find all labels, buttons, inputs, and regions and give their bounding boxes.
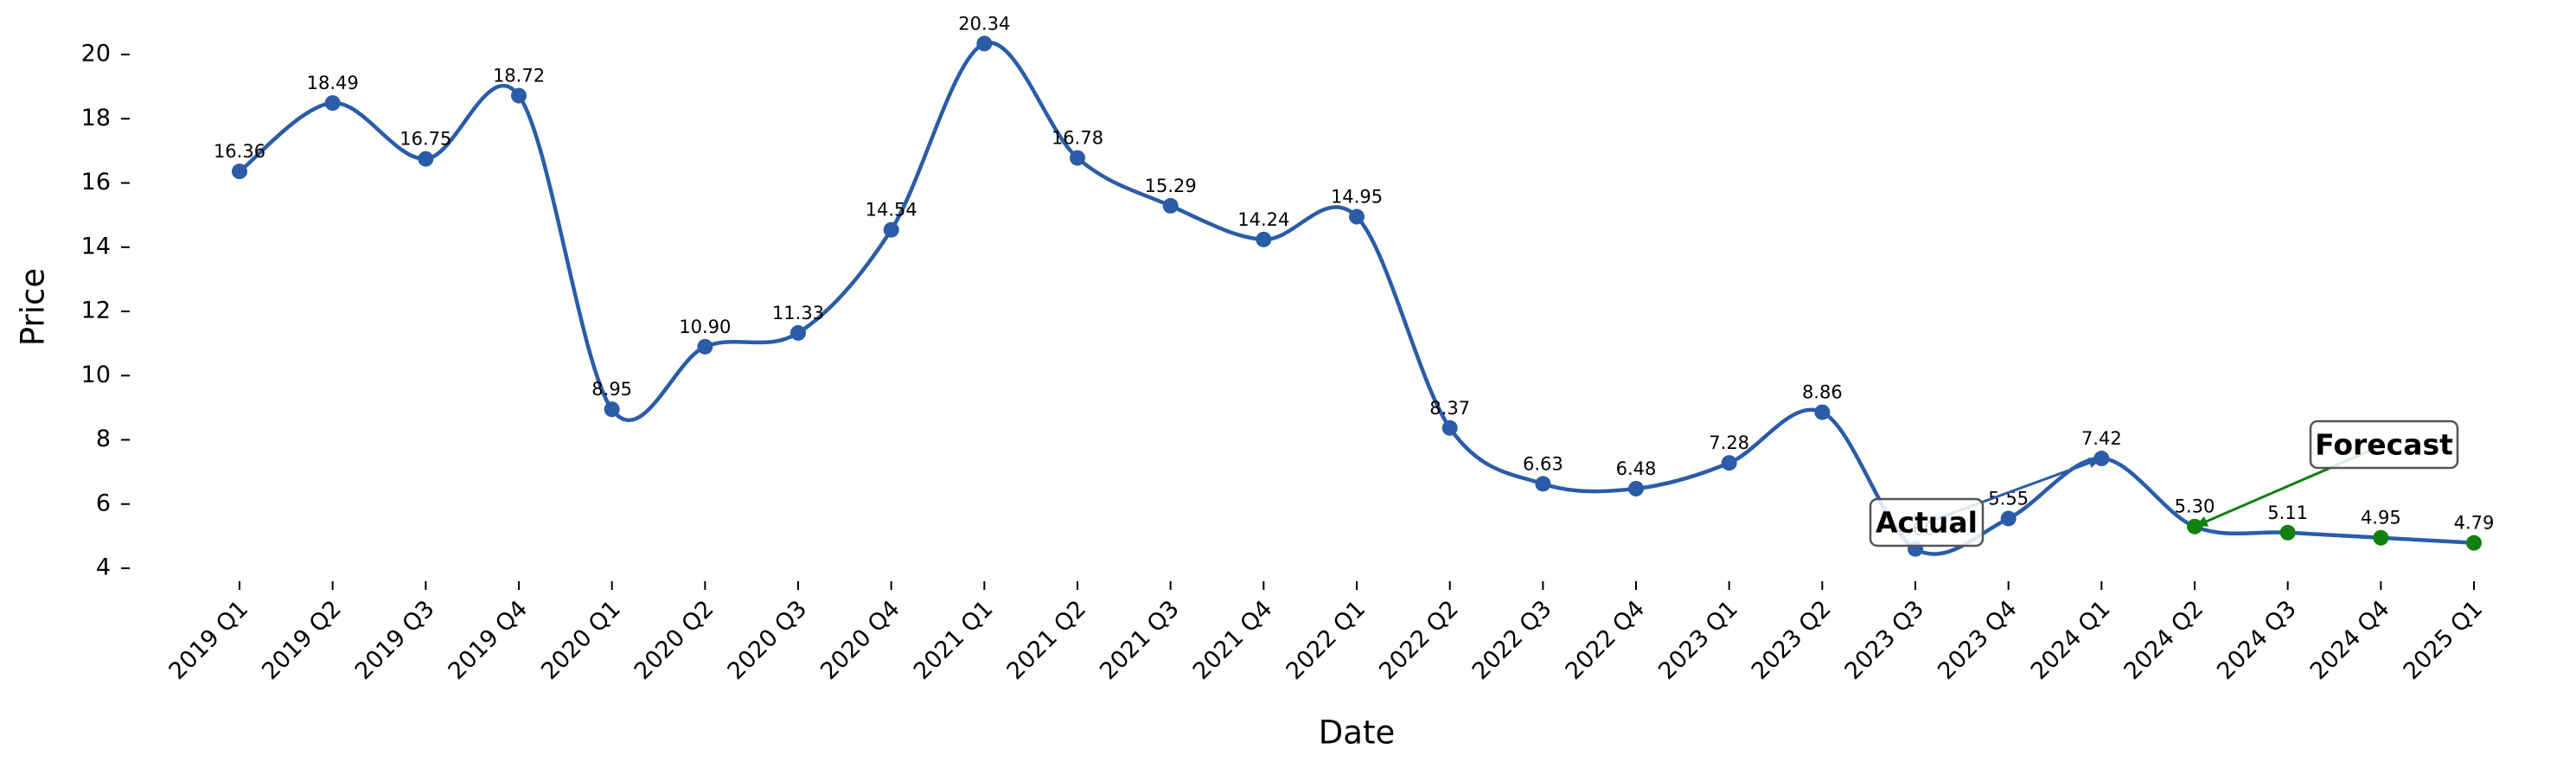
x-tick-label: 2021 Q4 bbox=[1188, 595, 1278, 685]
annotation: Forecast bbox=[2315, 428, 2453, 462]
arrow-head bbox=[2087, 458, 2102, 468]
point bbox=[418, 150, 434, 167]
x-tick-label: 2021 Q3 bbox=[1095, 595, 1185, 685]
x-tick-label: 2020 Q4 bbox=[815, 595, 905, 685]
data-label: 18.72 bbox=[493, 66, 545, 86]
data-label: 4.79 bbox=[2454, 513, 2495, 534]
point bbox=[1256, 231, 1272, 247]
y-tick-label: 8 bbox=[96, 426, 111, 452]
line bbox=[2194, 524, 2475, 545]
point bbox=[2466, 535, 2482, 551]
x-tick-label: 2020 Q2 bbox=[630, 595, 719, 685]
y-tick-label: 14 bbox=[81, 233, 111, 259]
data-label: 16.75 bbox=[400, 129, 451, 150]
point bbox=[511, 87, 527, 104]
y-tick-label: 16 bbox=[81, 169, 111, 195]
x-tick-label: 2023 Q1 bbox=[1653, 595, 1743, 685]
point bbox=[1628, 480, 1644, 496]
data-label: 14.24 bbox=[1237, 209, 1289, 230]
x-tick-label: 2022 Q4 bbox=[1560, 595, 1650, 685]
point bbox=[604, 401, 620, 418]
x-tick-label: 2023 Q2 bbox=[1747, 595, 1837, 685]
x-tick-label: 2024 Q2 bbox=[2119, 595, 2208, 685]
line bbox=[238, 41, 2102, 556]
annotation-box bbox=[2309, 419, 2459, 470]
data-label: 8.37 bbox=[1429, 398, 1470, 419]
point bbox=[1535, 476, 1551, 492]
y-axis-label: Price bbox=[15, 268, 52, 346]
data-label: 14.95 bbox=[1331, 187, 1383, 208]
data-label: 7.28 bbox=[1709, 432, 1749, 453]
data-label: 8.95 bbox=[591, 379, 632, 400]
point bbox=[2279, 524, 2296, 541]
y-tick-label: 12 bbox=[81, 298, 111, 324]
data-label: 5.11 bbox=[2267, 503, 2308, 523]
point bbox=[2373, 529, 2389, 546]
point bbox=[324, 95, 341, 112]
x-tick-label: 2020 Q1 bbox=[536, 595, 626, 685]
x-tick-label: 2019 Q4 bbox=[443, 595, 533, 685]
point bbox=[1814, 404, 1831, 420]
y-tick-label: 4 bbox=[96, 554, 111, 581]
data-label: 7.42 bbox=[2081, 428, 2122, 449]
data-label: 11.33 bbox=[772, 303, 824, 323]
y-tick-label: 18 bbox=[81, 105, 111, 131]
x-tick-label: 2022 Q1 bbox=[1281, 595, 1371, 685]
data-label: 5.30 bbox=[2175, 496, 2215, 517]
x-tick-label: 2019 Q1 bbox=[163, 595, 253, 685]
point bbox=[697, 338, 713, 355]
point bbox=[1721, 455, 1737, 471]
point bbox=[790, 324, 806, 341]
x-tick-label: 2021 Q2 bbox=[1001, 595, 1091, 685]
point bbox=[232, 163, 247, 180]
x-tick-label: 2022 Q3 bbox=[1467, 595, 1557, 685]
arrow-head bbox=[2195, 516, 2208, 527]
y-tick-label: 20 bbox=[81, 41, 111, 67]
data-label: 6.63 bbox=[1523, 453, 1563, 474]
annotation: Actual bbox=[1876, 506, 1978, 540]
x-tick-label: 2024 Q3 bbox=[2212, 595, 2302, 685]
x-tick-label: 2021 Q1 bbox=[909, 595, 999, 685]
point bbox=[2000, 510, 2017, 527]
line-connector bbox=[2101, 456, 2196, 528]
data-label: 6.48 bbox=[1616, 458, 1657, 479]
x-tick-label: 2025 Q1 bbox=[2398, 595, 2488, 685]
x-tick-label: 2022 Q2 bbox=[1374, 595, 1464, 685]
y-tick-label: 6 bbox=[96, 490, 111, 516]
annotation-box bbox=[1869, 497, 1985, 547]
y-tick-label: 10 bbox=[81, 362, 111, 388]
data-label: 15.29 bbox=[1145, 176, 1197, 196]
point bbox=[976, 35, 993, 52]
point bbox=[1349, 208, 1365, 225]
x-tick-label: 2024 Q4 bbox=[2305, 595, 2395, 685]
data-label: 16.36 bbox=[214, 141, 265, 162]
x-tick-label: 2019 Q3 bbox=[350, 595, 440, 685]
x-tick-label: 2023 Q4 bbox=[1933, 595, 2023, 685]
data-label: 4.95 bbox=[2361, 508, 2401, 528]
data-label: 16.78 bbox=[1051, 128, 1103, 149]
point bbox=[883, 221, 899, 238]
data-label: 18.49 bbox=[307, 73, 359, 93]
x-tick-label: 2020 Q3 bbox=[722, 595, 812, 685]
x-tick-label: 2024 Q1 bbox=[2026, 595, 2116, 685]
data-label: 14.54 bbox=[866, 200, 917, 221]
data-label: 8.86 bbox=[1802, 382, 1843, 403]
data-label: 20.34 bbox=[958, 13, 1010, 34]
point bbox=[1441, 419, 1458, 436]
point bbox=[1162, 197, 1179, 214]
point bbox=[1070, 150, 1085, 166]
x-tick-label: 2023 Q3 bbox=[1839, 595, 1929, 685]
data-label: 10.90 bbox=[679, 317, 731, 337]
x-tick-label: 2019 Q2 bbox=[257, 595, 347, 685]
x-axis-label: Date bbox=[1319, 714, 1395, 752]
